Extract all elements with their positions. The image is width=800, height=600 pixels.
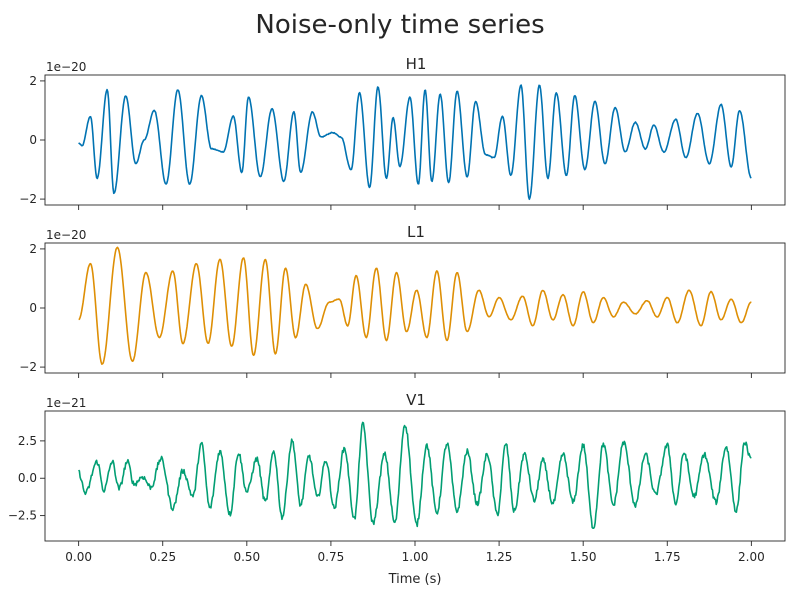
panel-l1: −2 0 2 L1 1e−20 [19,223,786,378]
y-tick-label: 0.0 [18,471,37,485]
panel-title: L1 [407,223,425,241]
panel-title: H1 [406,55,427,73]
y-tick-label: 2 [29,242,37,256]
axes-frame [44,74,786,206]
y-tick-label: −2 [19,192,37,206]
x-tick-label: 0.50 [233,550,260,564]
panel-h1: −2 0 2 H1 1e−20 [19,55,786,210]
x-axis-label: Time (s) [388,572,442,587]
y-tick-label: 2.5 [18,434,37,448]
panel-v1: −2.5 0.0 2.5 0.00 0.25 0.50 0.75 1.00 1.25 1.50 1.… [8,391,786,564]
series-line-l1 [78,246,752,365]
x-tick-label: 1.50 [570,550,597,564]
x-tick-label: 1.75 [654,550,681,564]
x-tick-label: 0.75 [318,550,345,564]
y-tick-label: −2 [19,360,37,374]
y-offset-label: 1e−21 [46,396,86,410]
y-tick-label: −2.5 [8,509,37,523]
y-offset-label: 1e−20 [46,228,86,242]
series-line-v1 [78,421,752,530]
x-tick-label: 0.00 [65,550,92,564]
panel-title: V1 [406,391,426,409]
y-offset-label: 1e−20 [46,60,86,74]
x-tick-label: 1.00 [402,550,429,564]
axes-frame [44,242,786,374]
x-tick-label: 0.25 [149,550,176,564]
figure-title: Noise-only time series [255,10,544,40]
series-line-h1 [78,84,752,201]
y-tick-label: 2 [29,74,37,88]
y-tick-label: 0 [29,301,37,315]
x-tick-label: 2.00 [738,550,765,564]
y-tick-label: 0 [29,133,37,147]
x-tick-label: 1.25 [486,550,513,564]
